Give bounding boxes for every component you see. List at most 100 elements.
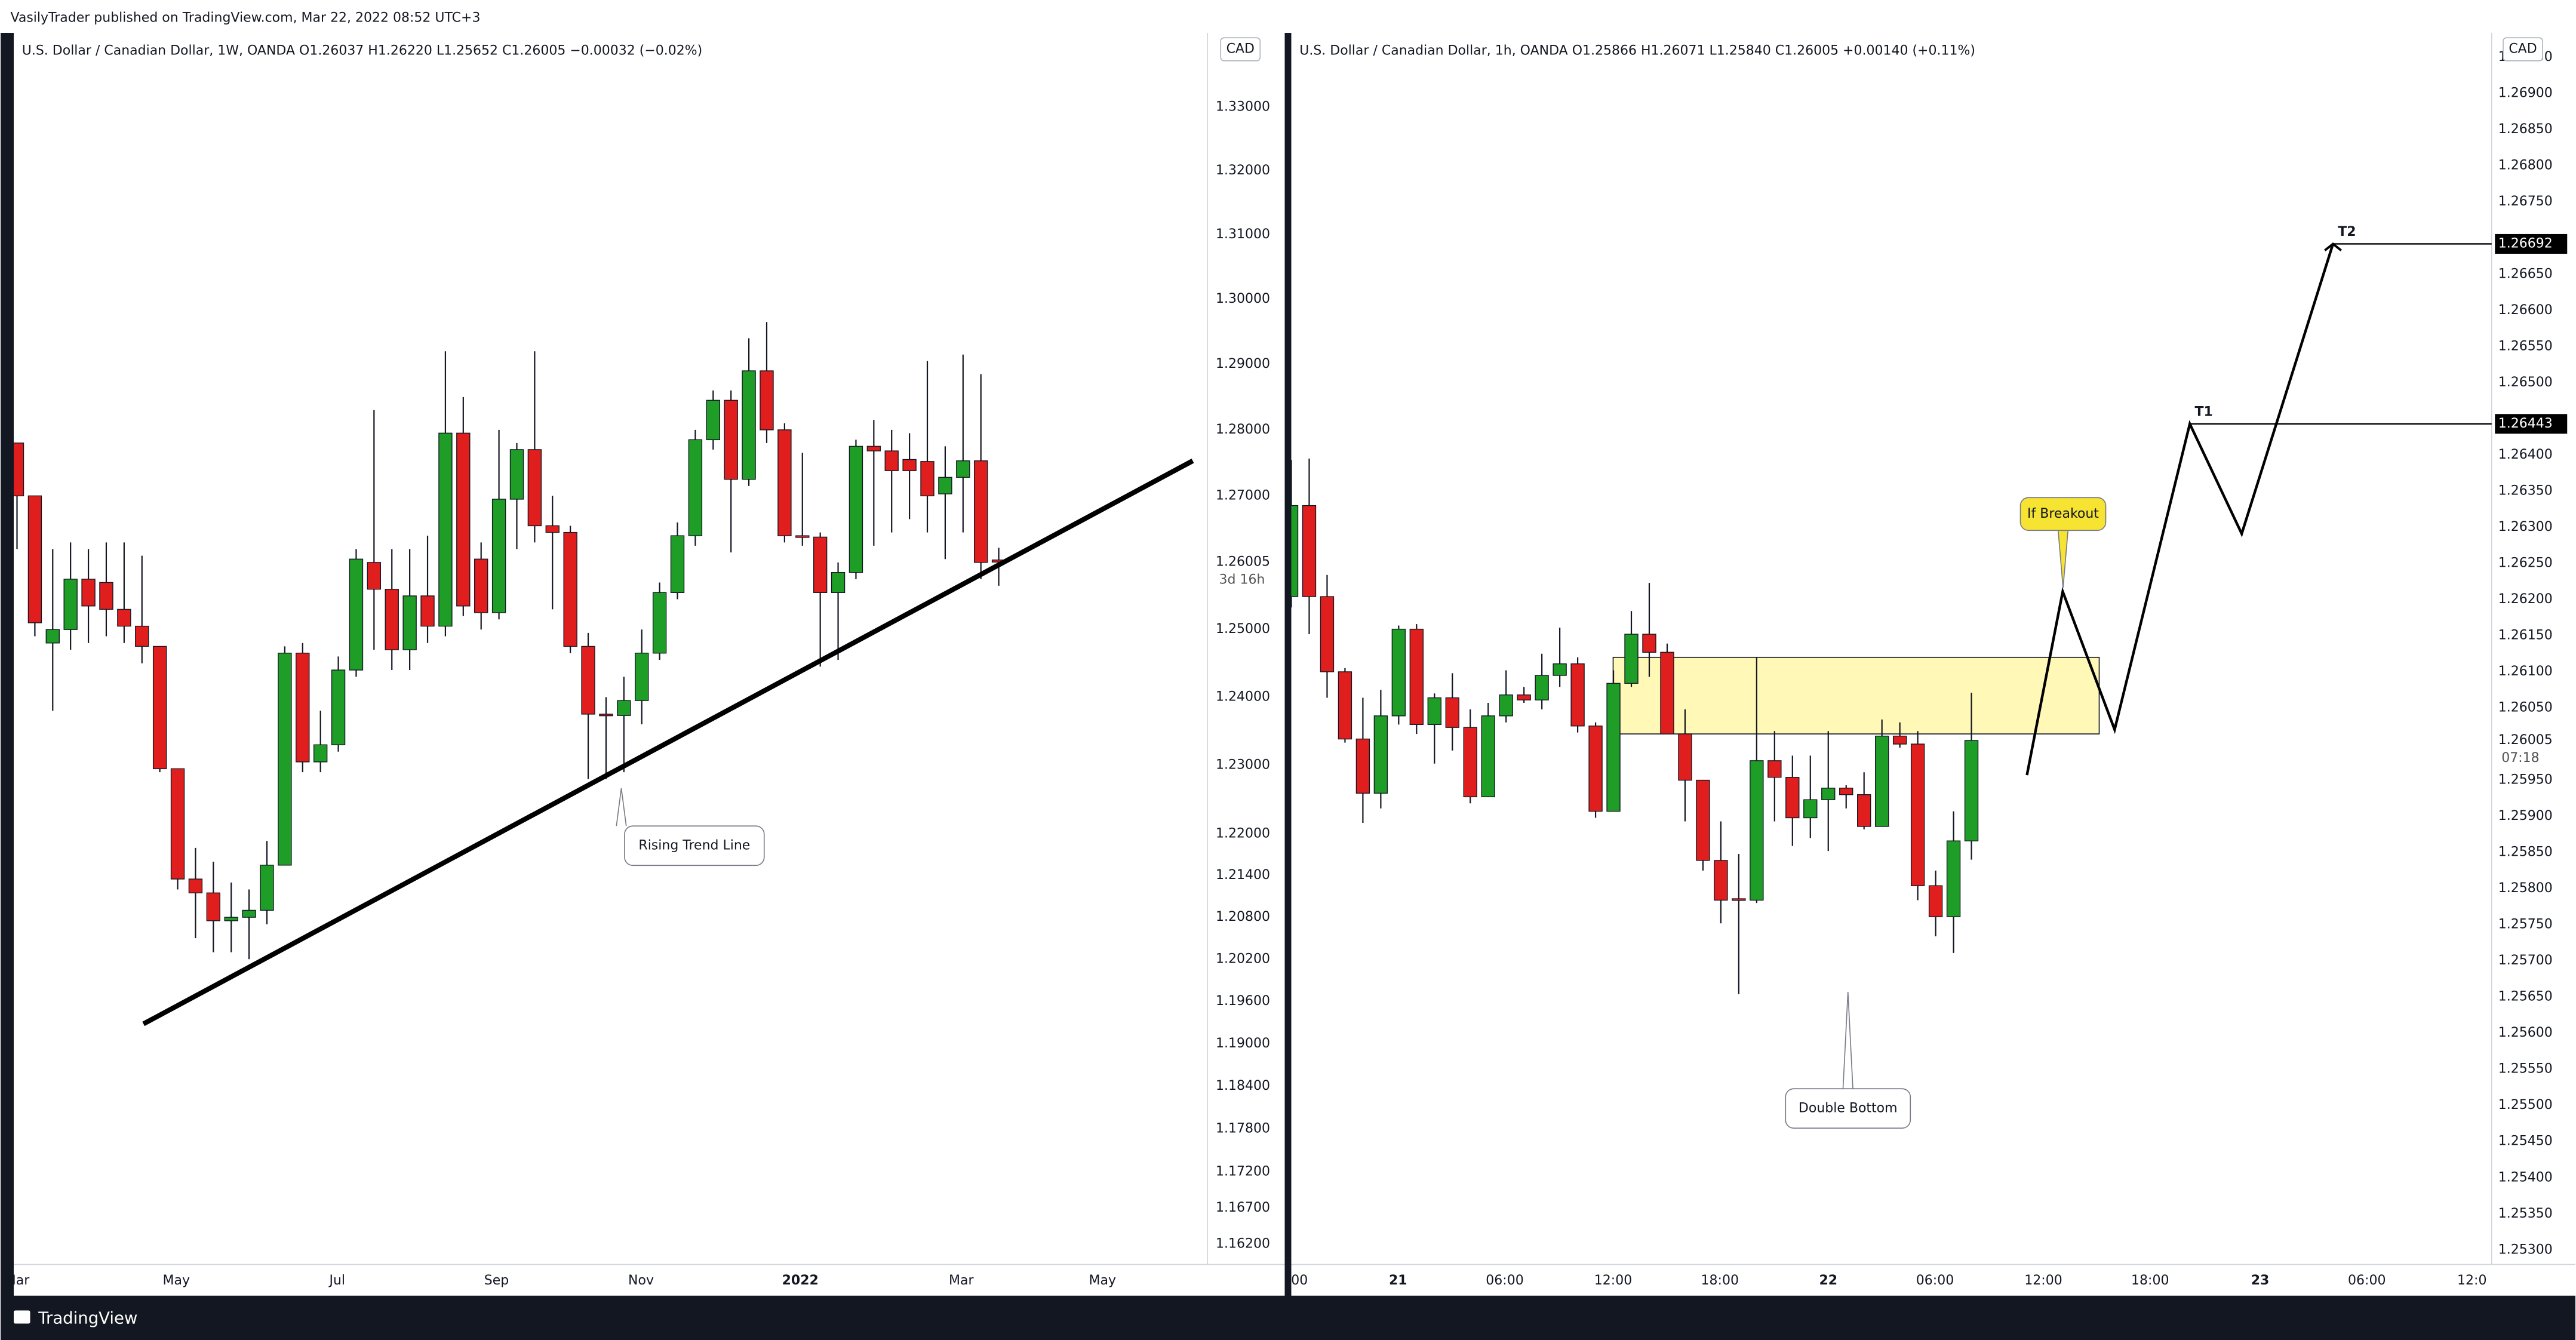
candle-body: [1874, 736, 1889, 827]
candle-body: [1588, 726, 1603, 812]
candle-body: [1892, 736, 1907, 745]
candle-body: [1499, 694, 1513, 717]
y-tick-label: 1.25750: [2498, 917, 2553, 932]
y-tick-label: 1.19600: [1216, 994, 1270, 1009]
candle-body: [599, 714, 613, 717]
candle-body: [1302, 505, 1317, 597]
candle-body: [1463, 727, 1477, 798]
candle-body: [1517, 694, 1531, 700]
y-tick-label: 1.26300: [2498, 520, 2553, 534]
candle-body: [1427, 697, 1441, 726]
candle-body: [1857, 794, 1871, 827]
candle-body: [866, 445, 881, 451]
y-tick-label: 1.26150: [2498, 628, 2553, 643]
y-tick-label: 1.24000: [1216, 689, 1270, 704]
candle-body: [420, 595, 435, 627]
callout-text: Rising Trend Line: [638, 838, 750, 853]
target-name: T2: [2338, 225, 2356, 239]
currency-box: [1220, 37, 1261, 62]
y-tick-label: 1.33000: [1216, 100, 1270, 115]
candle-body: [135, 625, 149, 647]
candle-body: [581, 646, 595, 715]
candle-body: [1839, 788, 1853, 795]
y-tick-label: 1.26600: [2498, 303, 2553, 318]
x-tick-label: 06:00: [1486, 1273, 1523, 1288]
x-tick-label: Jul: [328, 1273, 345, 1288]
currency-label: CAD: [2509, 42, 2537, 57]
candle-body: [1606, 683, 1621, 812]
y-tick-label: 1.25900: [2498, 809, 2553, 823]
target-price-box: [2495, 414, 2568, 434]
y-tick-label: 1.26400: [2498, 447, 2553, 462]
candle-body: [617, 700, 631, 716]
candle-body: [81, 579, 96, 607]
x-tick-label: 06:00: [1916, 1273, 1954, 1288]
candle-body: [117, 608, 131, 627]
y-tick-label: 1.21400: [1216, 868, 1270, 883]
footer-brand: TradingView: [38, 1308, 137, 1327]
candle-body: [27, 495, 42, 623]
callout-text: If Breakout: [2027, 506, 2099, 521]
callout-box: [2019, 497, 2107, 531]
y-tick-label: 1.29000: [1216, 356, 1270, 371]
candle-body: [1355, 738, 1370, 794]
y-tick-label: 1.26800: [2498, 158, 2553, 173]
candle-body: [99, 582, 113, 610]
logo: TradingView: [14, 1308, 137, 1327]
trend-line: [142, 459, 1194, 1026]
y-tick-label: 1.25850: [2498, 845, 2553, 860]
y-tick-label: 1.26650: [2498, 266, 2553, 281]
y-tick-label: 1.26350: [2498, 483, 2553, 498]
callout-pointer: [616, 788, 627, 826]
candle-body: [938, 477, 952, 494]
plot-area: [14, 322, 1194, 1026]
candle-body: [1481, 715, 1495, 798]
y-tick-label: 1.26900: [2498, 86, 2553, 101]
x-tick-label: 23: [2251, 1273, 2270, 1288]
y-tick-label: 1.25800: [2498, 881, 2553, 896]
x-tick-label: Sep: [484, 1273, 509, 1288]
y-tick-label: 1.25450: [2498, 1134, 2553, 1149]
candle-body: [224, 917, 238, 921]
x-tick-label: 06:00: [2348, 1273, 2386, 1288]
candle-body: [902, 459, 917, 471]
candle-body: [456, 432, 471, 607]
x-tick-label: 2022: [782, 1273, 819, 1288]
callout-box: [1785, 1088, 1911, 1129]
candle-body: [813, 536, 828, 593]
y-tick-label: 1.25650: [2498, 989, 2553, 1004]
candle-body: [1750, 760, 1764, 901]
candle-body: [1767, 760, 1782, 778]
candle-body: [760, 370, 774, 431]
candle-body: [1928, 885, 1943, 917]
candle-body: [1696, 779, 1710, 861]
candle-body: [206, 892, 221, 921]
target-name: T1: [2194, 405, 2212, 420]
y-tick-label: 1.26250: [2498, 555, 2553, 570]
candle-body: [1678, 733, 1692, 781]
y-tick-label: 1.31000: [1216, 227, 1270, 242]
panel-divider: [1284, 33, 1292, 1298]
y-tick-label: 1.17200: [1216, 1164, 1270, 1179]
x-tick-label: May: [163, 1273, 190, 1288]
y-tick-label: 1.30000: [1216, 291, 1270, 306]
x-tick-label: Mar: [5, 1273, 30, 1288]
y-tick-label: 1.19000: [1216, 1036, 1270, 1051]
candle-body: [1535, 675, 1549, 700]
y-tick-label: 1.25950: [2498, 773, 2553, 788]
candle-body: [849, 445, 863, 573]
candle-body: [1642, 634, 1656, 653]
candle-body: [1409, 628, 1424, 726]
currency-label: CAD: [1226, 42, 1255, 57]
y-tick-label: 1.27000: [1216, 488, 1270, 503]
x-tick-label: 00: [1291, 1273, 1308, 1288]
logo-icon: [14, 1310, 30, 1324]
candle-body: [491, 499, 506, 613]
x-tick-label: 22: [1819, 1273, 1837, 1288]
target-price-label: 1.26692: [2498, 236, 2553, 251]
x-tick-label: Mar: [949, 1273, 974, 1288]
projection-path: [2025, 243, 2335, 776]
candle-body: [349, 558, 364, 671]
y-tick-label: 1.25300: [2498, 1242, 2553, 1257]
y-tick-label: 1.25700: [2498, 953, 2553, 968]
